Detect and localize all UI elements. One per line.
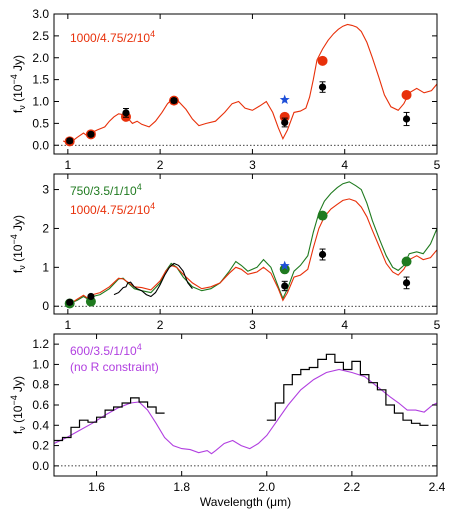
observed-point: [402, 279, 411, 287]
series-line: [62, 23, 437, 145]
x-tick-label: 4: [341, 318, 348, 332]
y-tick-label: 1.0: [32, 95, 49, 109]
observed-point: [122, 109, 130, 117]
y-tick-label: 1.5: [32, 73, 49, 87]
star-point: [279, 94, 290, 104]
y-tick-label: 2: [42, 221, 49, 235]
x-tick-label: 2.2: [344, 480, 361, 494]
x-tick-label: 2.0: [258, 480, 275, 494]
legend-label: 750/3.5/1/104: [70, 182, 142, 198]
observed-point: [66, 298, 74, 306]
x-tick-label: 2: [157, 158, 164, 172]
x-tick-label: 2: [157, 318, 164, 332]
panel-top: 1 2 3 4 5 0.0 0.5 1.0 1.5 2.0 2.5 3.0 fν (10−4 Jy) 10…: [9, 7, 441, 172]
x-tick-label: 3: [249, 318, 256, 332]
legend-label: 1000/4.75/2/104: [70, 29, 155, 45]
series-line: [113, 262, 193, 298]
model-point: [401, 89, 412, 100]
y-axis-title: fν (10−4 Jy): [9, 215, 27, 273]
observed-point: [318, 83, 327, 91]
legend-label: 600/3.5/1/104: [70, 342, 142, 358]
y-tick-label: 2.0: [32, 51, 49, 65]
model-point: [279, 111, 290, 122]
observed-point: [318, 250, 327, 259]
x-tick-label: 5: [434, 158, 441, 172]
observed-point: [170, 97, 178, 105]
y-tick-label: 2.5: [32, 29, 49, 43]
model-point: [279, 264, 290, 275]
model-point: [317, 210, 328, 221]
x-tick-label: 4: [341, 158, 348, 172]
y-tick-label: 1.2: [32, 337, 49, 351]
panel-bottom: 1.6 1.8 2.0 2.2 2.4 0.0 0.2 0.4 0.6 0.8 1.0 1.2 fν (…: [9, 333, 446, 509]
y-tick-label: 3.0: [32, 7, 49, 21]
x-tick-label: 1.8: [173, 480, 190, 494]
y-tick-label: 0: [42, 299, 49, 313]
x-tick-label: 1.6: [88, 480, 105, 494]
y-tick-label: 1: [42, 260, 49, 274]
observed-point: [281, 118, 289, 127]
y-axis-title: fν (10−4 Jy): [9, 376, 27, 434]
y-tick-label: 0.6: [32, 398, 49, 412]
y-tick-label: 0.0: [32, 138, 49, 152]
observed-point: [87, 292, 95, 301]
x-tick-label: 3: [249, 158, 256, 172]
y-tick-label: 0.5: [32, 116, 49, 130]
model-point: [401, 256, 412, 267]
y-tick-label: 0.8: [32, 378, 49, 392]
observed-point: [87, 130, 95, 138]
x-tick-label: 1: [64, 158, 71, 172]
plot-area: [62, 23, 437, 145]
observed-point: [66, 137, 74, 145]
y-tick-label: 0.2: [32, 439, 49, 453]
series-line: [54, 368, 437, 455]
x-tick-label: 2.4: [429, 480, 446, 494]
x-tick-label: 5: [434, 318, 441, 332]
series-step: [54, 353, 429, 442]
series-line: [67, 181, 437, 305]
y-tick-label: 0.4: [32, 418, 49, 432]
observed-point: [402, 115, 411, 123]
legend-label: (no R constraint): [70, 360, 159, 374]
y-tick-label: 1.0: [32, 357, 49, 371]
axes-frame: [53, 173, 438, 315]
y-tick-label: 0.0: [32, 459, 49, 473]
model-point: [317, 55, 328, 66]
star-point: [279, 260, 290, 270]
x-tick-label: 1: [64, 318, 71, 332]
y-axis-title: fν (10−4 Jy): [9, 55, 27, 113]
y-tick-label: 3: [42, 183, 49, 197]
observed-point: [281, 282, 289, 290]
plot-area: [54, 353, 437, 455]
x-axis-title: Wavelength (μm): [200, 495, 291, 509]
series-line: [67, 198, 437, 305]
legend-label: 1000/4.75/2/104: [70, 201, 155, 217]
axes-frame: [53, 13, 438, 155]
panel-middle: 1 2 3 4 5 0 1 2 3 fν (10−4 Jy) 750/3.5/1/104 1000/4…: [9, 173, 441, 332]
plot-area: [67, 181, 437, 305]
